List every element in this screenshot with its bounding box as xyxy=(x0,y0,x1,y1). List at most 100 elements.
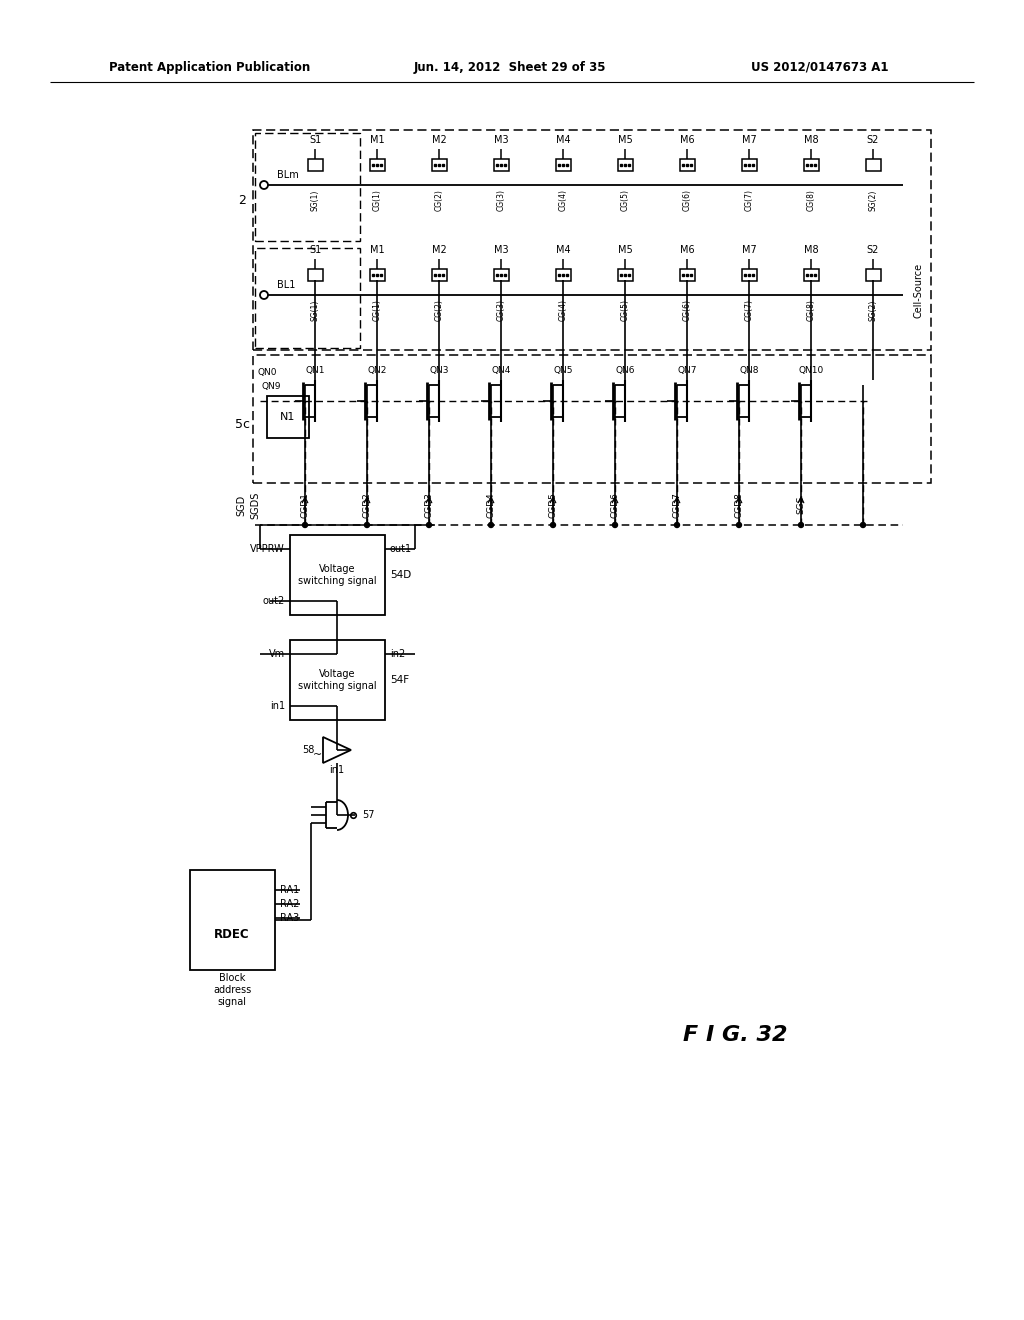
Text: QN6: QN6 xyxy=(615,366,635,375)
Text: in1: in1 xyxy=(270,701,285,711)
Text: 58: 58 xyxy=(303,744,315,755)
Text: M1: M1 xyxy=(370,135,384,145)
Text: M5: M5 xyxy=(617,246,633,255)
Text: out2: out2 xyxy=(263,597,285,606)
Text: CGD8: CGD8 xyxy=(734,492,743,517)
Text: CGD2: CGD2 xyxy=(362,492,372,517)
Text: N1: N1 xyxy=(281,412,296,422)
Circle shape xyxy=(365,523,370,528)
Circle shape xyxy=(612,523,617,528)
Text: M6: M6 xyxy=(680,246,694,255)
Text: QN7: QN7 xyxy=(677,366,696,375)
Bar xyxy=(432,158,447,172)
Bar xyxy=(866,158,881,172)
Text: RA3: RA3 xyxy=(280,913,299,923)
Text: CGD7: CGD7 xyxy=(673,492,682,517)
Text: RA2: RA2 xyxy=(280,899,299,909)
Text: 54D: 54D xyxy=(390,570,412,579)
Text: Cell-Source: Cell-Source xyxy=(913,263,923,318)
Text: SGDS: SGDS xyxy=(250,491,260,519)
Bar xyxy=(680,158,695,172)
Text: CG(3): CG(3) xyxy=(497,300,506,321)
Text: CG(5): CG(5) xyxy=(621,300,630,321)
Text: SG(2): SG(2) xyxy=(868,189,878,211)
Text: QN5: QN5 xyxy=(553,366,572,375)
Bar xyxy=(253,355,931,483)
Bar xyxy=(866,269,881,281)
Text: US 2012/0147673 A1: US 2012/0147673 A1 xyxy=(752,61,889,74)
Text: M4: M4 xyxy=(556,246,570,255)
Text: CG(7): CG(7) xyxy=(744,189,754,211)
Bar xyxy=(370,158,385,172)
Text: SG(2): SG(2) xyxy=(868,300,878,321)
Text: M3: M3 xyxy=(494,135,508,145)
Text: S1: S1 xyxy=(309,246,322,255)
Text: CG(4): CG(4) xyxy=(558,189,567,211)
Text: SGD: SGD xyxy=(236,495,246,516)
Text: in2: in2 xyxy=(390,649,406,659)
Text: Patent Application Publication: Patent Application Publication xyxy=(110,61,310,74)
Text: BL1: BL1 xyxy=(278,280,295,290)
Text: S1: S1 xyxy=(309,135,322,145)
Bar xyxy=(190,870,275,970)
Circle shape xyxy=(302,523,307,528)
Bar xyxy=(255,248,360,348)
Bar xyxy=(618,158,633,172)
Text: CG(6): CG(6) xyxy=(683,189,691,211)
Text: CGD4: CGD4 xyxy=(486,492,496,517)
Text: CGD1: CGD1 xyxy=(300,492,309,517)
Text: QN4: QN4 xyxy=(492,366,511,375)
Text: M3: M3 xyxy=(494,246,508,255)
Circle shape xyxy=(427,523,431,528)
Bar xyxy=(432,269,447,281)
Circle shape xyxy=(736,523,741,528)
Text: F I G. 32: F I G. 32 xyxy=(683,1026,787,1045)
Text: M2: M2 xyxy=(432,135,446,145)
Text: M6: M6 xyxy=(680,135,694,145)
Text: RA1: RA1 xyxy=(280,884,299,895)
Text: S2: S2 xyxy=(866,135,880,145)
Text: CG(1): CG(1) xyxy=(373,189,382,211)
Text: SGS: SGS xyxy=(797,496,806,515)
Text: CGD5: CGD5 xyxy=(549,492,557,517)
Text: M7: M7 xyxy=(741,246,757,255)
Bar xyxy=(680,269,695,281)
Bar xyxy=(255,133,360,242)
Text: M8: M8 xyxy=(804,135,818,145)
Circle shape xyxy=(488,523,494,528)
Text: Block
address
signal: Block address signal xyxy=(213,973,251,1007)
Text: CG(6): CG(6) xyxy=(683,300,691,321)
Bar xyxy=(804,269,819,281)
Text: M1: M1 xyxy=(370,246,384,255)
Text: Vm: Vm xyxy=(269,649,285,659)
Text: S2: S2 xyxy=(866,246,880,255)
Polygon shape xyxy=(323,737,351,763)
Bar xyxy=(618,269,633,281)
Text: CG(8): CG(8) xyxy=(807,189,815,211)
Bar xyxy=(556,158,571,172)
Bar xyxy=(308,158,323,172)
Text: VPPRW: VPPRW xyxy=(250,544,285,554)
Text: RDEC: RDEC xyxy=(214,928,250,941)
Text: QN0: QN0 xyxy=(258,367,278,376)
Text: QN1: QN1 xyxy=(305,366,325,375)
Text: in1: in1 xyxy=(329,766,344,775)
Text: 2: 2 xyxy=(238,194,246,206)
Bar xyxy=(267,396,309,438)
Text: M2: M2 xyxy=(432,246,446,255)
Bar xyxy=(308,269,323,281)
Text: CG(4): CG(4) xyxy=(558,300,567,321)
Bar xyxy=(804,158,819,172)
Text: SG(1): SG(1) xyxy=(310,300,319,321)
Text: CG(2): CG(2) xyxy=(434,300,443,321)
Text: CGD6: CGD6 xyxy=(610,492,620,517)
Circle shape xyxy=(799,523,804,528)
Circle shape xyxy=(551,523,555,528)
Circle shape xyxy=(860,523,865,528)
Text: Voltage
switching signal: Voltage switching signal xyxy=(298,564,376,586)
Text: M7: M7 xyxy=(741,135,757,145)
Text: CG(5): CG(5) xyxy=(621,189,630,211)
Text: ~: ~ xyxy=(312,750,322,760)
Text: CG(8): CG(8) xyxy=(807,300,815,321)
Bar xyxy=(253,129,931,350)
